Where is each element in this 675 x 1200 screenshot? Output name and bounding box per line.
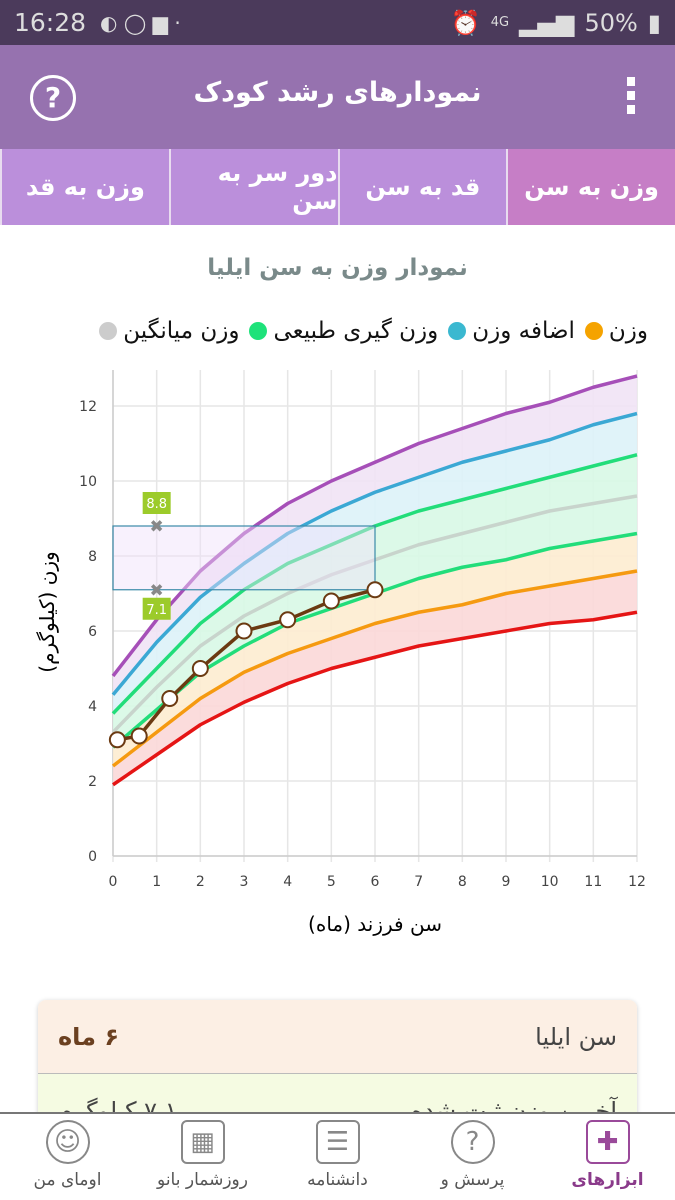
y-tick-label: 4 xyxy=(88,699,97,715)
range-label: 7.1 xyxy=(146,603,167,618)
chart-title: نمودار وزن به سن ایلیا xyxy=(207,255,468,281)
percentile-band xyxy=(113,533,637,766)
nav-questions[interactable]: ? پرسش و xyxy=(405,1114,540,1200)
x-tick-label: 8 xyxy=(458,874,467,890)
tab-weight-for-height[interactable]: وزن به قد xyxy=(0,149,169,225)
y-tick-label: 8 xyxy=(88,549,97,565)
x-tick-label: 5 xyxy=(327,874,336,890)
legend-label: وزن میانگین xyxy=(123,318,240,344)
x-tick-label: 12 xyxy=(628,874,646,890)
legend-item[interactable]: وزن میانگین xyxy=(99,318,239,344)
alarm-icon: ⏰ xyxy=(450,8,481,37)
legend-dot xyxy=(448,322,467,340)
y-tick-label: 10 xyxy=(79,474,97,490)
child-weight-point xyxy=(161,690,179,707)
range-marker-icon: ✖ xyxy=(150,581,164,601)
signal-icon: ▂▄▆ xyxy=(519,8,575,37)
medical-kit-icon: ✚ xyxy=(585,1120,630,1164)
calendar-icon: ▦ xyxy=(180,1120,225,1164)
x-axis-label: سن فرزند (ماه) xyxy=(308,912,442,936)
nav-encyclopedia[interactable]: ☰ دانشنامه xyxy=(270,1114,405,1200)
x-tick-label: 7 xyxy=(414,874,423,890)
y-tick-label: 2 xyxy=(88,774,97,790)
percentile-curve xyxy=(111,569,638,768)
percentile-curve xyxy=(111,411,638,696)
newspaper-icon: ☰ xyxy=(315,1120,360,1164)
child-weight-point xyxy=(130,727,148,745)
user-icon: ☺ xyxy=(45,1120,90,1164)
nav-label: دانشنامه xyxy=(307,1170,368,1190)
chart-legend: وزن اضافه وزن وزن گیری طبیعی وزن میانگین xyxy=(18,318,648,344)
legend-label: وزن xyxy=(608,318,648,344)
legend-item[interactable]: وزن گیری طبیعی xyxy=(249,318,438,344)
y-tick-label: 0 xyxy=(88,849,97,865)
range-label: 8.8 xyxy=(146,497,167,512)
page-title: نمودارهای رشد کودک xyxy=(193,77,482,108)
nav-profile[interactable]: ☺ اومای من xyxy=(0,1114,135,1200)
chart-tabs: وزن به سن قد به سن دور سر به سن وزن به ق… xyxy=(0,149,675,225)
x-tick-label: 2 xyxy=(196,874,205,890)
x-tick-label: 9 xyxy=(502,874,511,890)
legend-dot xyxy=(249,322,268,340)
percentile-curve xyxy=(112,610,638,787)
range-marker-icon: ✖ xyxy=(150,517,164,537)
percentile-band xyxy=(113,376,637,695)
network-label: 4G xyxy=(490,15,510,30)
x-tick-label: 10 xyxy=(541,874,559,890)
nav-label: ابزارهای xyxy=(571,1170,644,1190)
question-bubble-icon: ? xyxy=(450,1120,495,1164)
range-box xyxy=(112,525,376,591)
child-weight-point xyxy=(191,660,209,677)
legend-dot xyxy=(584,322,603,340)
x-tick-label: 0 xyxy=(109,874,118,890)
nav-label: روزشمار بانو xyxy=(157,1170,248,1190)
percentile-band xyxy=(113,571,637,785)
child-weight-point xyxy=(235,622,253,640)
age-label: سن ایلیا xyxy=(535,1022,617,1051)
bottom-nav: ✚ ابزارهای ? پرسش و ☰ دانشنامه ▦ روزشمار بان… xyxy=(0,1112,675,1200)
child-weight-point xyxy=(279,611,297,629)
more-menu-icon[interactable] xyxy=(627,77,635,119)
x-tick-label: 1 xyxy=(152,874,161,890)
range-label-box xyxy=(142,492,171,514)
legend-dot xyxy=(99,322,118,340)
status-time: 16:28 xyxy=(14,8,87,37)
y-axis-label: وزن (کیلوگرم) xyxy=(35,551,59,673)
battery-icon: ▮ xyxy=(647,8,661,37)
child-weight-point xyxy=(366,581,384,599)
legend-label: اضافه وزن xyxy=(472,318,575,344)
percentile-band xyxy=(113,454,637,733)
age-value: ۶ ماه xyxy=(58,1022,120,1051)
child-weight-point xyxy=(108,731,126,749)
app-notification-icons: ◐ ◯ ▆ · xyxy=(100,10,181,35)
legend-item[interactable]: اضافه وزن xyxy=(448,318,575,344)
battery-level: 50% xyxy=(584,8,638,37)
legend-item[interactable]: وزن xyxy=(584,318,648,344)
help-icon[interactable]: ? xyxy=(30,75,76,121)
status-bar: 16:28 ◐ ◯ ▆ · ⏰ 4G ▂▄▆ 50% ▮ xyxy=(0,0,675,45)
y-tick-label: 12 xyxy=(79,399,97,415)
legend-label: وزن گیری طبیعی xyxy=(273,318,439,344)
range-label-box xyxy=(142,597,171,620)
child-weight-point xyxy=(322,592,340,610)
nav-calendar[interactable]: ▦ روزشمار بانو xyxy=(135,1114,270,1200)
x-tick-label: 11 xyxy=(584,874,602,890)
nav-label: پرسش و xyxy=(440,1170,505,1190)
y-tick-label: 6 xyxy=(88,624,97,640)
app-bar: ? نمودارهای رشد کودک xyxy=(0,45,675,149)
tab-head-for-age[interactable]: دور سر به سن xyxy=(168,149,338,225)
x-tick-label: 6 xyxy=(371,874,380,890)
age-row: سن ایلیا ۶ ماه xyxy=(38,1000,637,1074)
nav-label: اومای من xyxy=(33,1170,102,1190)
x-tick-label: 3 xyxy=(240,874,249,890)
x-tick-label: 4 xyxy=(283,874,292,890)
tab-height-for-age[interactable]: قد به سن xyxy=(337,149,507,225)
percentile-curve xyxy=(111,374,638,678)
tab-weight-for-age[interactable]: وزن به سن xyxy=(506,149,675,225)
nav-tools[interactable]: ✚ ابزارهای xyxy=(540,1114,675,1200)
